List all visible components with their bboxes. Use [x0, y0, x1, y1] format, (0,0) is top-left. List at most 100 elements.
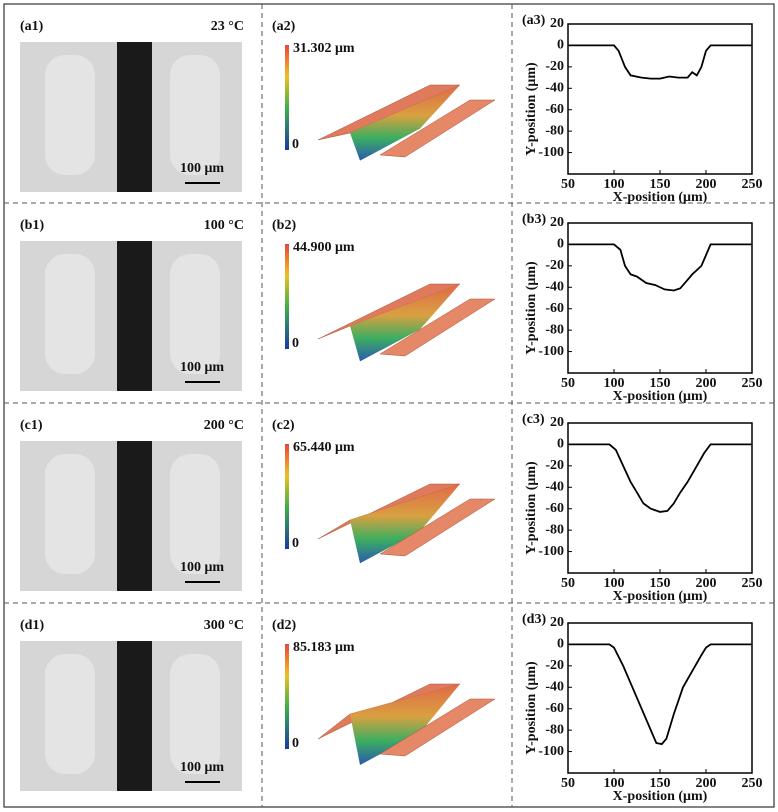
y-tick-label: 20 — [550, 415, 564, 430]
panel-label: (c2) — [272, 418, 295, 433]
micrograph-panel: (b1) 100 °C 100 μm — [20, 218, 244, 391]
profile-line — [568, 243, 752, 292]
x-tick-label: 200 — [696, 177, 717, 192]
x-tick-label: 250 — [742, 376, 763, 391]
separators — [4, 4, 774, 807]
y-tick-label: 0 — [557, 38, 564, 53]
colorbar — [285, 644, 289, 749]
temperature: 200 °C — [204, 418, 244, 433]
colorbar-max: 31.302 μm — [293, 41, 355, 56]
panel-label: (a2) — [272, 19, 296, 34]
y-tick-label: -20 — [545, 458, 564, 473]
y-tick-label: -40 — [545, 280, 564, 295]
colorbar-max: 44.900 μm — [293, 240, 355, 255]
y-tick-label: 0 — [557, 237, 564, 252]
micrograph-panel: (c1) 200 °C 100 μm — [20, 418, 244, 591]
colorbar-max: 85.183 μm — [293, 640, 355, 655]
profile-line — [568, 443, 752, 513]
colorbar-min: 0 — [292, 137, 299, 152]
plot-frame — [567, 23, 753, 175]
y-tick-label: -100 — [538, 145, 564, 160]
surface-wall — [350, 684, 460, 765]
surface-panel: (b2) 44.900 μm 0 — [272, 218, 496, 362]
panel-label: (a1) — [20, 19, 44, 34]
profile-line — [568, 44, 752, 80]
x-tick-label: 200 — [696, 576, 717, 591]
scale-label: 100 μm — [180, 760, 224, 775]
y-tick-label: -20 — [545, 658, 564, 673]
groove — [117, 441, 152, 591]
panel-label: (c3) — [522, 412, 545, 427]
y-tick-label: -20 — [545, 258, 564, 273]
y-tick-label: -40 — [545, 81, 564, 96]
y-tick-label: 20 — [550, 615, 564, 630]
x-tick-label: 50 — [561, 576, 575, 591]
colorbar-min: 0 — [292, 336, 299, 351]
panel-label: (a3) — [522, 13, 546, 28]
light-region — [45, 454, 95, 574]
panel-label: (b1) — [20, 218, 44, 233]
y-axis-label: Y-position (μm) — [524, 261, 539, 355]
micrograph-panel: (a1) 23 °C 100 μm — [20, 19, 244, 192]
surface-panel: (d2) 85.183 μm 0 — [272, 618, 496, 765]
light-region — [170, 55, 220, 175]
x-tick-label: 150 — [650, 576, 671, 591]
scale-label: 100 μm — [180, 560, 224, 575]
surface-floor — [379, 498, 496, 557]
y-tick-label: -60 — [545, 301, 564, 316]
x-tick-label: 100 — [604, 177, 625, 192]
surface-floor — [379, 99, 496, 158]
groove — [117, 42, 152, 192]
x-tick-label: 150 — [650, 376, 671, 391]
y-tick-label: -20 — [545, 59, 564, 74]
surface-panel: (c2) 65.440 μm 0 — [272, 418, 496, 564]
y-tick-label: -100 — [538, 544, 564, 559]
panel-label: (d1) — [20, 618, 44, 633]
plot-frame — [567, 622, 753, 774]
y-tick-label: -100 — [538, 344, 564, 359]
light-region — [170, 654, 220, 774]
scale-label: 100 μm — [180, 360, 224, 375]
panel-label: (b2) — [272, 218, 296, 233]
light-region — [170, 254, 220, 374]
y-tick-label: 0 — [557, 637, 564, 652]
x-axis-label: X-position (μm) — [613, 389, 708, 404]
x-axis-label: X-position (μm) — [613, 789, 708, 804]
surface-wall — [350, 284, 460, 362]
y-tick-label: -60 — [545, 701, 564, 716]
y-tick-label: 20 — [550, 215, 564, 230]
y-tick-label: -80 — [545, 322, 564, 337]
x-tick-label: 50 — [561, 776, 575, 791]
y-tick-label: -100 — [538, 744, 564, 759]
surface-panel: (a2) 31.302 μm 0 — [272, 19, 496, 161]
plot-frame — [567, 222, 753, 374]
scale-label: 100 μm — [180, 161, 224, 176]
x-axis-label: X-position (μm) — [613, 589, 708, 604]
profile-line — [568, 643, 752, 746]
light-region — [45, 55, 95, 175]
panel-label: (d2) — [272, 618, 296, 633]
x-tick-label: 100 — [604, 376, 625, 391]
temperature: 100 °C — [204, 218, 244, 233]
frame — [3, 3, 775, 808]
light-region — [170, 454, 220, 574]
temperature: 23 °C — [211, 19, 244, 34]
panel-label: (d3) — [522, 612, 546, 627]
y-axis-label: Y-position (μm) — [524, 62, 539, 156]
micrograph-panel: (d1) 300 °C 100 μm — [20, 618, 244, 791]
surface-floor — [379, 298, 496, 357]
x-tick-label: 100 — [604, 776, 625, 791]
x-tick-label: 200 — [696, 376, 717, 391]
surface-floor — [379, 698, 496, 757]
groove — [117, 241, 152, 391]
colorbar — [285, 45, 289, 150]
y-axis-label: Y-position (μm) — [524, 661, 539, 755]
x-tick-label: 50 — [561, 376, 575, 391]
x-axis-label: X-position (μm) — [613, 190, 708, 205]
y-tick-label: 0 — [557, 437, 564, 452]
colorbar-min: 0 — [292, 536, 299, 551]
